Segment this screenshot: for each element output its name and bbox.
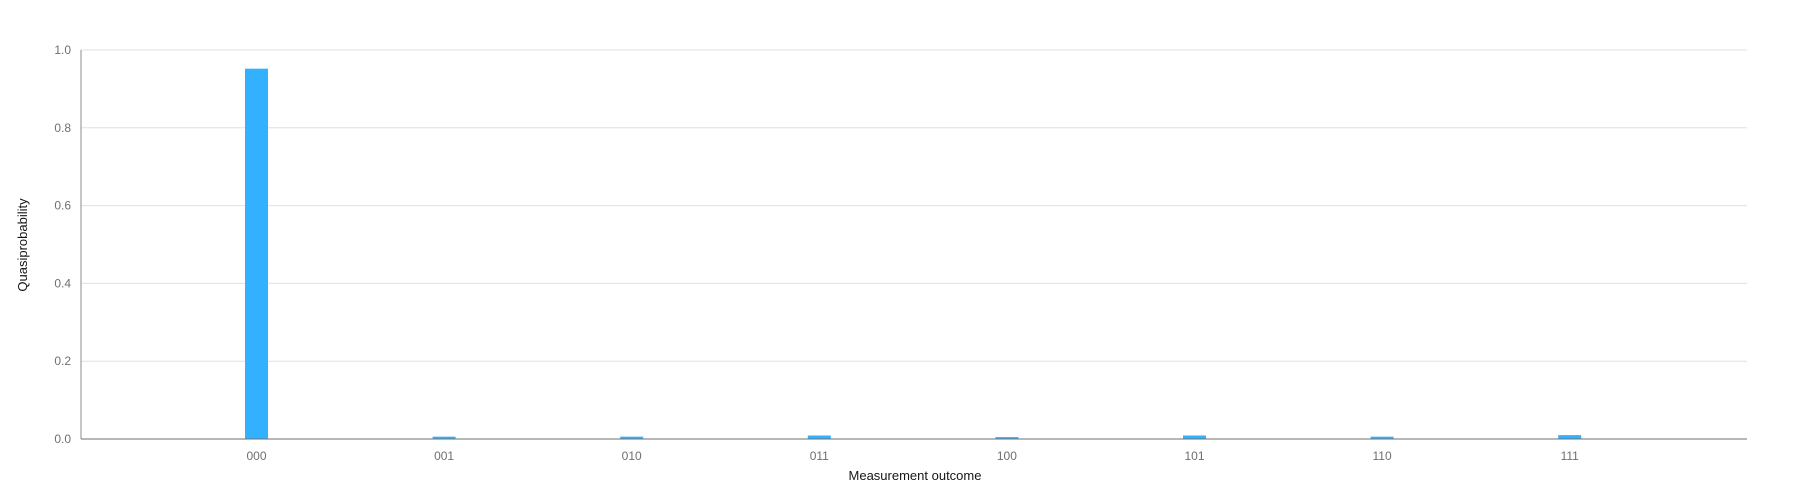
y-tick-label: 0.2 — [54, 354, 71, 368]
bar-110 — [1370, 436, 1394, 439]
x-tick-label: 111 — [1561, 449, 1580, 463]
bar-001 — [432, 436, 456, 439]
y-tick-label: 0.4 — [54, 276, 71, 290]
x-tick-label: 101 — [1184, 449, 1204, 463]
axes — [80, 50, 1747, 440]
x-tick-label: 000 — [246, 449, 266, 463]
gridlines — [81, 49, 1747, 362]
y-axis-title: Quasiprobability — [15, 198, 30, 292]
bar-111 — [1558, 435, 1582, 439]
y-tick-label: 0.6 — [54, 199, 71, 213]
x-tick-label: 010 — [622, 449, 642, 463]
bar-101 — [1183, 435, 1206, 439]
x-tick-label: 110 — [1373, 449, 1392, 463]
y-tick-label: 0.8 — [54, 121, 71, 135]
bar-011 — [807, 435, 831, 439]
x-axis-title: Measurement outcome — [849, 468, 982, 483]
y-tick-label: 1.0 — [54, 43, 71, 57]
x-tick-label: 001 — [434, 449, 454, 463]
x-tick-labels: 000 001 010 011 100 101 110 111 — [246, 449, 1579, 463]
bar-010 — [620, 436, 644, 439]
x-tick-label: 100 — [997, 449, 1017, 463]
y-tick-label: 0.0 — [54, 432, 71, 446]
bar-100 — [995, 437, 1019, 439]
y-tick-labels: 0.0 0.2 0.4 0.6 0.8 1.0 — [54, 43, 71, 446]
bar-000 — [245, 68, 268, 439]
bars — [245, 68, 1582, 439]
x-tick-label: 011 — [810, 449, 829, 463]
